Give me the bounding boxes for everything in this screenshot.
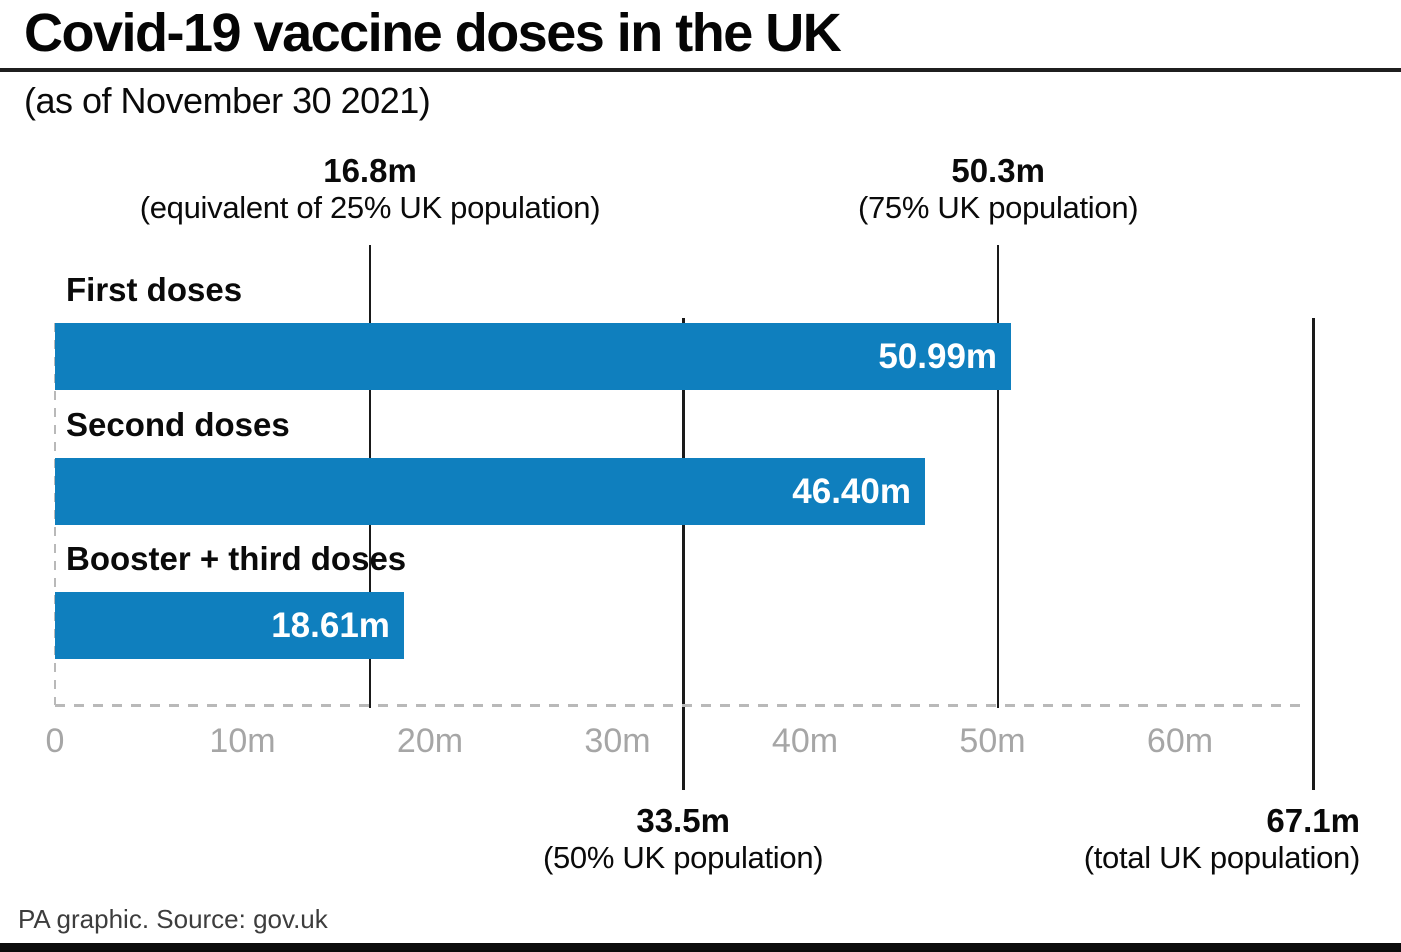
reference-annotation-33.5m: 33.5m (50% UK population) [542, 802, 824, 876]
reference-annotation-16.8m: 16.8m (equivalent of 25% UK population) [140, 152, 601, 226]
x-tick-50m: 50m [959, 722, 1026, 760]
reference-description: (75% UK population) [857, 190, 1139, 225]
reference-description: (50% UK population) [542, 840, 824, 875]
source-credit: PA graphic. Source: gov.uk [18, 904, 328, 934]
page-title: Covid-19 vaccine doses in the UK [24, 3, 842, 63]
reference-line-33.5m [681, 318, 685, 790]
reference-description: (total UK population) [1083, 840, 1361, 875]
bar-2: 46.40m [55, 458, 925, 525]
reference-annotation-50.3m: 50.3m (75% UK population) [857, 152, 1139, 226]
x-axis-line [55, 704, 1302, 707]
x-tick-60m: 60m [1146, 722, 1214, 760]
bar-value-label: 50.99m [878, 336, 998, 376]
x-tick-0: 0 [45, 722, 65, 760]
reference-description: (equivalent of 25% UK population) [139, 190, 601, 225]
reference-line-67.1m [1311, 318, 1315, 790]
footer-bar [0, 943, 1401, 952]
reference-value: 67.1m [1266, 802, 1360, 839]
reference-annotation-67.1m: 67.1m (total UK population) [1083, 802, 1361, 876]
category-label: Booster + third doses [66, 540, 407, 577]
bar-value-label: 46.40m [792, 471, 911, 511]
reference-value: 50.3m [951, 152, 1045, 189]
bar-value-label: 18.61m [271, 605, 390, 645]
category-label: First doses [66, 271, 243, 308]
reference-value: 33.5m [636, 802, 730, 839]
page-subtitle: (as of November 30 2021) [24, 80, 431, 121]
reference-value: 16.8m [323, 152, 417, 189]
x-tick-10m: 10m [209, 722, 276, 760]
title-divider [0, 68, 1401, 72]
category-label: Second doses [66, 406, 290, 443]
x-tick-30m: 30m [584, 722, 651, 760]
reference-line-50.3m [997, 245, 1000, 708]
bar-1: 50.99m [55, 323, 1012, 390]
x-tick-20m: 20m [396, 722, 464, 760]
x-tick-40m: 40m [771, 722, 839, 760]
bar-3: 18.61m [55, 592, 404, 659]
